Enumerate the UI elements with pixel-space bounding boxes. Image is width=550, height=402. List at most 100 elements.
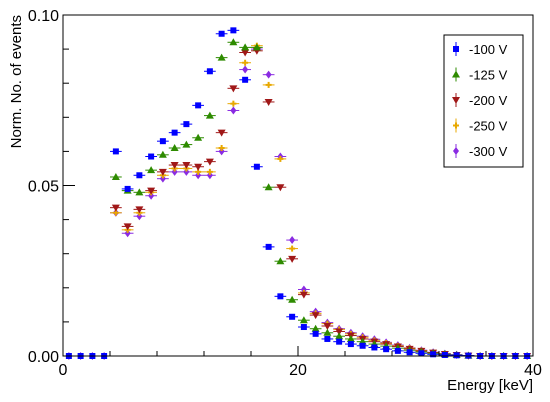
data-point [277, 155, 284, 162]
data-point [135, 188, 144, 196]
data-point [277, 293, 284, 300]
data-point [195, 171, 202, 180]
data-point [147, 166, 156, 174]
data-point [453, 46, 459, 52]
data-point [136, 212, 143, 221]
data-point [371, 344, 378, 351]
data-point [194, 163, 203, 171]
data-point [264, 183, 273, 191]
data-point [183, 167, 190, 176]
data-point [264, 98, 273, 106]
data-point [289, 313, 296, 320]
y-tick-label: 0.10 [28, 8, 59, 25]
data-point [452, 70, 460, 78]
data-point [194, 133, 203, 141]
data-point [346, 334, 355, 342]
data-point [123, 223, 132, 231]
data-point [453, 122, 459, 129]
data-point [111, 204, 120, 212]
data-point [347, 341, 354, 348]
data-point [229, 38, 238, 46]
data-point [299, 291, 308, 299]
x-tick-label: 40 [524, 362, 542, 379]
data-point [111, 172, 120, 180]
data-point [135, 206, 144, 214]
data-point [265, 243, 272, 250]
data-point [335, 328, 344, 336]
y-tick-label: 0.05 [28, 179, 59, 196]
data-point [359, 342, 366, 349]
data-point [406, 349, 413, 356]
data-point [148, 191, 155, 200]
data-point [158, 150, 167, 158]
data-point [206, 168, 213, 175]
data-point [218, 30, 225, 37]
data-point [112, 148, 119, 155]
data-point [265, 81, 272, 88]
data-point [170, 143, 179, 151]
data-point [418, 350, 425, 357]
data-point [230, 27, 237, 34]
data-point [453, 147, 459, 155]
data-point [136, 172, 143, 179]
data-point [324, 335, 331, 342]
data-point [276, 257, 285, 265]
data-point [383, 346, 390, 353]
data-point [242, 65, 249, 74]
data-point [170, 162, 179, 170]
data-point [336, 338, 343, 345]
data-point [252, 43, 261, 51]
data-point [124, 185, 131, 192]
legend-box [443, 34, 524, 168]
data-point [242, 76, 249, 83]
data-point [230, 106, 237, 115]
legend-entry-label: -100 V [469, 42, 508, 57]
data-point [148, 153, 155, 160]
axes: 0 20 40 0.00 0.05 0.10 [28, 8, 542, 379]
series-minus100V [63, 27, 533, 359]
data-point [159, 174, 166, 183]
legend-entry-label: -300 V [469, 144, 508, 159]
data-point [311, 324, 320, 332]
data-point [453, 352, 460, 359]
data-point [265, 70, 272, 79]
data-point [230, 100, 237, 107]
data-point [217, 129, 226, 137]
legend-entry-label: -250 V [469, 119, 508, 134]
data-point [312, 330, 319, 337]
x-axis-title: Energy [keV] [447, 377, 533, 394]
data-point [276, 184, 285, 192]
data-point [441, 351, 448, 358]
data-point [171, 167, 178, 176]
data-point [241, 43, 250, 51]
data-point [206, 68, 213, 75]
data-point [300, 285, 307, 294]
data-point [229, 85, 238, 93]
data-point [288, 255, 297, 263]
y-tick-label: 0.00 [28, 349, 59, 366]
data-point [289, 236, 296, 245]
data-point [430, 351, 437, 358]
y-axis-title: Norm. No. of events [8, 15, 25, 148]
legend-entry-label: -200 V [469, 93, 508, 108]
data-point [171, 129, 178, 136]
data-point [253, 163, 260, 170]
data-point [217, 53, 226, 61]
data-point [183, 121, 190, 128]
data-point [242, 59, 249, 66]
data-point [195, 102, 202, 109]
data-point [218, 147, 225, 156]
data-point [394, 347, 401, 354]
data-point [182, 162, 191, 170]
data-point [147, 187, 156, 195]
data-point [288, 295, 297, 303]
data-point [311, 312, 320, 320]
x-tick-label: 20 [289, 362, 307, 379]
data-point [159, 138, 166, 145]
data-point [124, 229, 131, 238]
data-point [323, 322, 332, 330]
data-point [300, 324, 307, 331]
data-marks [63, 27, 533, 360]
data-point [323, 328, 332, 336]
